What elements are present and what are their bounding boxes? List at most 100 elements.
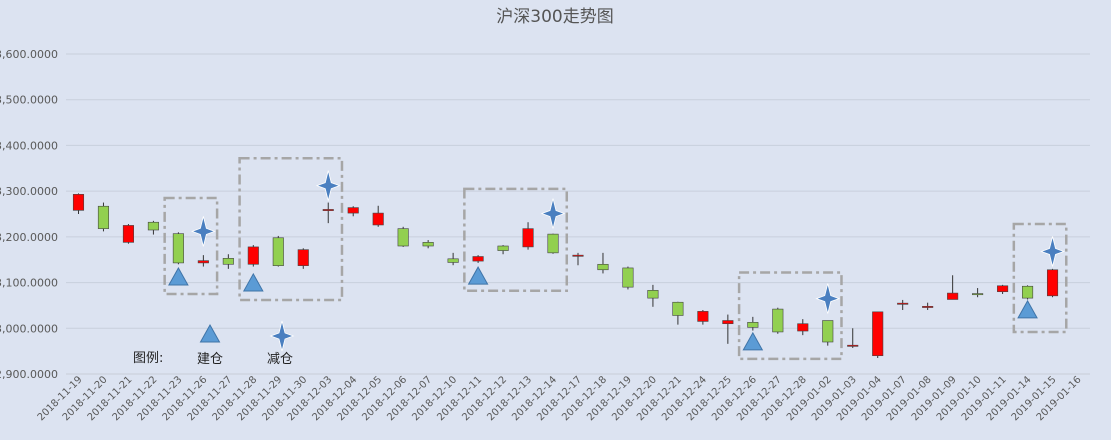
candle — [972, 288, 984, 298]
candle-body — [472, 256, 484, 262]
candle — [947, 275, 959, 300]
y-tick-label: 3,300.0000 — [0, 185, 58, 198]
candle — [772, 307, 784, 334]
candle-body — [272, 237, 284, 266]
position-highlight-box — [1012, 222, 1068, 334]
candle — [297, 248, 309, 269]
candle — [597, 252, 609, 274]
candle-body — [972, 293, 984, 296]
sell-star-icon — [1040, 236, 1065, 267]
legend-label: 图例: — [133, 351, 163, 366]
candle — [572, 252, 584, 266]
candle-body — [997, 285, 1009, 293]
candle — [997, 284, 1009, 294]
y-tick-label: 2,900.0000 — [0, 368, 58, 381]
legend-buy-label: 建仓 — [197, 352, 223, 367]
buy-triangle-icon — [168, 266, 189, 286]
candle — [822, 320, 834, 346]
candle-body — [597, 263, 609, 271]
candle-body — [897, 302, 909, 305]
candle — [497, 245, 509, 255]
candle-body — [397, 228, 409, 247]
candle-body — [347, 207, 359, 214]
candles — [72, 193, 1059, 358]
candle — [847, 328, 859, 348]
candle-body — [122, 225, 134, 243]
legend-sell-star-icon — [269, 320, 295, 352]
sell-star-icon — [815, 283, 841, 314]
candle-body — [172, 233, 184, 264]
candle-body — [497, 245, 509, 251]
candle-body — [297, 249, 309, 266]
candle — [872, 311, 884, 358]
legend-buy-triangle-icon — [199, 323, 221, 343]
candle-body — [647, 290, 659, 299]
candle — [347, 206, 359, 217]
y-tick-label: 3,600.0000 — [0, 48, 58, 61]
candle — [747, 316, 759, 331]
candle-body — [922, 306, 934, 308]
y-axis-ticks: 2,900.0000 3,000.0000 3,100.0000 3,200.0000… — [0, 48, 58, 381]
buy-triangle-icon — [1017, 299, 1038, 319]
y-tick-label: 3,200.0000 — [0, 231, 58, 244]
y-tick-label: 3,100.0000 — [0, 277, 58, 290]
candle — [272, 235, 284, 267]
position-highlight-box — [238, 156, 344, 302]
candle — [447, 252, 459, 266]
sell-star-icon — [315, 170, 341, 201]
candle-body — [847, 344, 859, 347]
sell-star-icon — [540, 198, 566, 229]
candle-body — [72, 194, 85, 211]
candle — [197, 255, 209, 267]
candle-body — [1046, 269, 1059, 297]
position-highlight-box — [737, 271, 843, 361]
candle-body — [422, 242, 434, 247]
buy-triangle-icon — [742, 331, 764, 351]
candle-body — [247, 246, 259, 265]
candle — [1046, 268, 1059, 298]
candle — [672, 301, 684, 325]
grid-lines — [66, 53, 1090, 375]
candle-body — [522, 228, 534, 248]
buy-triangle-icon — [242, 272, 264, 292]
candle-body — [822, 320, 834, 343]
candle-body — [97, 205, 110, 229]
candle — [97, 202, 110, 232]
candle — [922, 302, 934, 310]
legend: 图例: 建仓 减仓 — [133, 320, 295, 367]
candle — [147, 220, 159, 235]
candle — [122, 224, 134, 244]
candle — [372, 205, 384, 227]
candle-body — [722, 320, 734, 325]
candle — [547, 233, 559, 254]
candle-body — [872, 311, 884, 357]
candle — [322, 202, 334, 224]
signal-markers — [168, 170, 1065, 351]
candle — [647, 284, 659, 307]
candle — [397, 226, 409, 247]
candle-body — [372, 212, 384, 226]
candle — [72, 193, 85, 214]
candle-body — [622, 267, 634, 288]
candle — [247, 245, 259, 267]
candle — [472, 255, 484, 263]
candle-body — [947, 292, 959, 300]
position-highlight-box — [463, 187, 569, 293]
candle-body — [222, 258, 234, 265]
legend-sell-label: 减仓 — [267, 352, 293, 367]
y-tick-label: 3,000.0000 — [0, 322, 58, 335]
x-tick-label: 2019-01-16 — [1035, 374, 1084, 423]
candle — [622, 266, 634, 290]
candle-body — [547, 233, 559, 254]
candle — [697, 310, 709, 325]
candle — [797, 319, 809, 336]
candle-body — [797, 323, 809, 332]
candle-body — [572, 254, 584, 257]
candle-body — [672, 301, 684, 316]
candle-body — [747, 322, 759, 328]
candle-body — [197, 260, 209, 264]
candle-body — [772, 308, 784, 333]
candle-body — [147, 221, 159, 231]
candle-body — [697, 311, 709, 322]
